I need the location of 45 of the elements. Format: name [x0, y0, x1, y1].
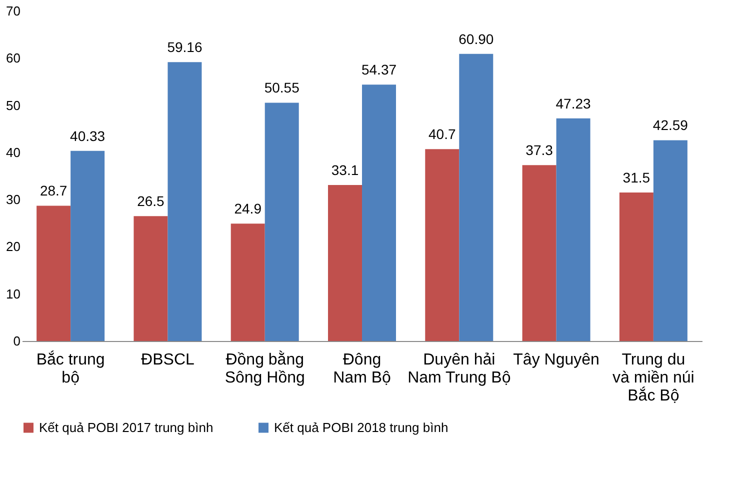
data-label: 40.7: [428, 126, 456, 142]
x-tick-label: Đông Nam Bộ: [333, 352, 391, 386]
bar: [362, 84, 396, 341]
y-tick-label: 70: [6, 4, 20, 18]
data-label: 60.90: [458, 30, 494, 47]
data-label: 26.5: [137, 193, 165, 210]
data-label: 54.37: [361, 62, 397, 78]
data-label: 50.55: [264, 80, 300, 96]
data-label: 47.23: [556, 95, 592, 112]
data-label: 42.59: [652, 117, 688, 134]
x-tick-label: Duyên hải Nam Trung Bộ: [408, 352, 511, 386]
bar: [36, 206, 71, 341]
data-label: 24.9: [234, 200, 262, 217]
data-label: 31.5: [622, 170, 650, 186]
bar: [328, 184, 362, 341]
bar: [425, 149, 460, 341]
y-tick-label: 20: [6, 239, 20, 254]
data-label: 40.33: [70, 128, 106, 144]
bar: [522, 165, 556, 341]
bar: [619, 192, 654, 341]
bar: [230, 224, 265, 341]
bar: [459, 54, 494, 341]
data-label: 33.1: [331, 162, 359, 178]
legend-label: Kết quả POBI 2017 trung bình: [39, 420, 214, 435]
y-tick-label: 30: [6, 192, 20, 208]
y-tick-label: 0: [13, 334, 20, 348]
data-label: 59.16: [167, 39, 202, 56]
bar: [70, 150, 105, 341]
data-label: 37.3: [526, 142, 554, 158]
bar: [168, 62, 202, 341]
bar: [134, 216, 168, 341]
y-tick-label: 60: [6, 50, 20, 66]
y-tick-label: 10: [6, 286, 20, 302]
bar: [264, 102, 299, 341]
legend-label: Kết quả POBI 2018 trung bình: [274, 420, 448, 435]
x-tick-label: Trung du và miền núi Bắc Bộ: [612, 352, 694, 404]
y-tick-label: 40: [6, 144, 20, 160]
x-tick-label: Bắc trung bộ: [36, 350, 105, 386]
bar: [653, 140, 688, 341]
x-tick-label: Đồng bằng Sông Hồng: [224, 350, 305, 386]
data-label: 28.7: [40, 182, 68, 199]
y-tick-label: 50: [6, 98, 20, 113]
bar: [556, 118, 590, 341]
x-tick-label: ĐBSCL: [141, 352, 194, 368]
x-tick-label: Tây Nguyên: [513, 352, 600, 368]
